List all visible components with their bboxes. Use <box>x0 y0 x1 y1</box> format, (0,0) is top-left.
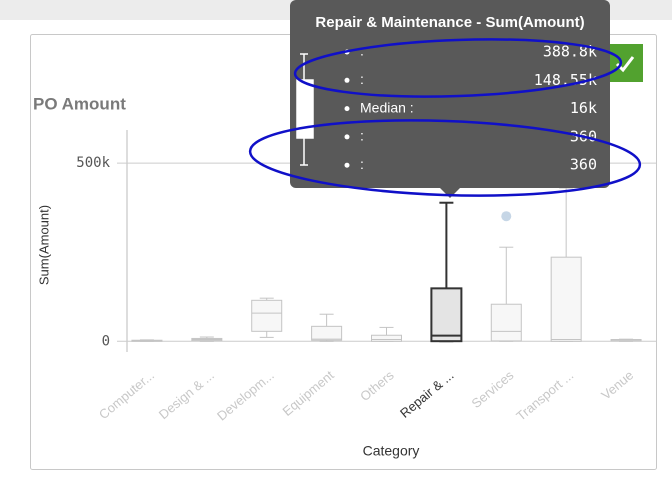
tooltip-dot <box>344 77 350 83</box>
y-tick-label: 500k <box>76 155 110 171</box>
box <box>430 287 463 343</box>
tooltip-title: Repair & Maintenance - Sum(Amount) <box>315 14 584 31</box>
tooltip-arrow <box>440 188 460 198</box>
tooltip-row-value: 148.55k <box>534 71 597 89</box>
tooltip-dot <box>344 162 350 168</box>
chart-title: PO Amount <box>33 94 126 113</box>
tooltip-row-label: Median : <box>360 99 414 115</box>
tooltip: Repair & Maintenance - Sum(Amount) : 388.… <box>290 0 610 198</box>
box <box>371 334 402 342</box>
tooltip-row-label: : <box>360 71 364 87</box>
confirm-button[interactable] <box>606 44 643 82</box>
tooltip-row-label: : <box>360 43 364 59</box>
tooltip-row-value: 16k <box>570 99 597 117</box>
tooltip-dot <box>344 134 350 140</box>
y-axis-label: Sum(Amount) <box>36 205 51 285</box>
box <box>251 299 283 332</box>
outlier <box>501 211 512 222</box>
tooltip-dot <box>344 106 350 112</box>
tooltip-row-label: : <box>360 156 364 172</box>
y-tick-label: 0 <box>102 333 110 349</box>
annotation-circle <box>293 38 623 98</box>
box <box>550 256 582 342</box>
box <box>311 325 343 341</box>
tooltip-row-label: : <box>360 128 364 144</box>
box <box>490 303 522 342</box>
tooltip-row-value: 360 <box>570 156 597 174</box>
tooltip-icon <box>296 53 314 166</box>
annotation-circle <box>248 119 642 197</box>
tooltip-row-value: 388.8k <box>543 43 597 61</box>
x-axis-label: Category <box>363 443 420 459</box>
